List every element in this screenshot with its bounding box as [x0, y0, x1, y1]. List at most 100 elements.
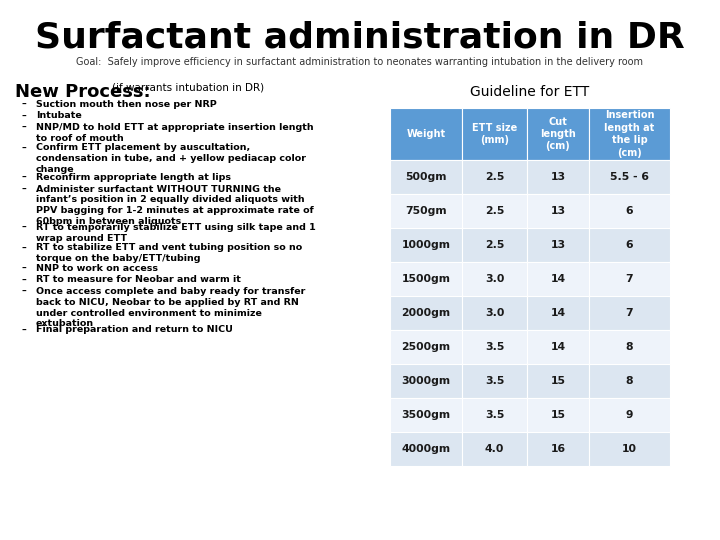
- Text: 9: 9: [626, 410, 634, 420]
- Text: 7: 7: [626, 274, 634, 284]
- Text: 10: 10: [622, 444, 637, 454]
- Text: (if warrants intubation in DR): (if warrants intubation in DR): [112, 83, 264, 93]
- Text: –: –: [22, 144, 27, 152]
- FancyBboxPatch shape: [462, 364, 527, 398]
- FancyBboxPatch shape: [527, 432, 589, 466]
- Text: 2500gm: 2500gm: [402, 342, 451, 352]
- Text: 6: 6: [626, 206, 634, 216]
- Text: 750gm: 750gm: [405, 206, 447, 216]
- FancyBboxPatch shape: [589, 108, 670, 160]
- FancyBboxPatch shape: [589, 160, 670, 194]
- FancyBboxPatch shape: [390, 108, 462, 160]
- Text: Reconfirm appropriate length at lips: Reconfirm appropriate length at lips: [36, 173, 231, 182]
- Text: 3.5: 3.5: [485, 342, 504, 352]
- Text: 14: 14: [550, 308, 566, 318]
- FancyBboxPatch shape: [390, 364, 462, 398]
- Text: 13: 13: [550, 172, 566, 182]
- Text: 4.0: 4.0: [485, 444, 504, 454]
- Text: New Process:: New Process:: [15, 83, 150, 101]
- Text: –: –: [22, 264, 27, 273]
- Text: 13: 13: [550, 206, 566, 216]
- FancyBboxPatch shape: [527, 330, 589, 364]
- Text: –: –: [22, 275, 27, 285]
- Text: 15: 15: [551, 376, 565, 386]
- Text: NNP to work on access: NNP to work on access: [36, 264, 158, 273]
- FancyBboxPatch shape: [589, 194, 670, 228]
- Text: 3.5: 3.5: [485, 376, 504, 386]
- Text: 15: 15: [551, 410, 565, 420]
- FancyBboxPatch shape: [462, 228, 527, 262]
- Text: Insertion
length at
the lip
(cm): Insertion length at the lip (cm): [604, 110, 654, 158]
- FancyBboxPatch shape: [390, 398, 462, 432]
- Text: 8: 8: [626, 376, 634, 386]
- Text: –: –: [22, 287, 27, 296]
- Text: –: –: [22, 100, 27, 109]
- FancyBboxPatch shape: [527, 160, 589, 194]
- FancyBboxPatch shape: [589, 228, 670, 262]
- FancyBboxPatch shape: [390, 330, 462, 364]
- Text: –: –: [22, 123, 27, 132]
- FancyBboxPatch shape: [589, 296, 670, 330]
- Text: –: –: [22, 326, 27, 334]
- Text: Goal:  Safely improve efficiency in surfactant administration to neonates warran: Goal: Safely improve efficiency in surfa…: [76, 57, 644, 67]
- FancyBboxPatch shape: [527, 296, 589, 330]
- Text: 2000gm: 2000gm: [402, 308, 451, 318]
- FancyBboxPatch shape: [527, 398, 589, 432]
- Text: 13: 13: [550, 240, 566, 250]
- FancyBboxPatch shape: [390, 296, 462, 330]
- Text: –: –: [22, 173, 27, 182]
- FancyBboxPatch shape: [462, 296, 527, 330]
- FancyBboxPatch shape: [527, 364, 589, 398]
- FancyBboxPatch shape: [462, 108, 527, 160]
- Text: Suction mouth then nose per NRP: Suction mouth then nose per NRP: [36, 100, 217, 109]
- FancyBboxPatch shape: [462, 398, 527, 432]
- Text: 4000gm: 4000gm: [402, 444, 451, 454]
- FancyBboxPatch shape: [589, 330, 670, 364]
- Text: 2.5: 2.5: [485, 172, 504, 182]
- Text: –: –: [22, 185, 27, 193]
- Text: Cut
length
(cm): Cut length (cm): [540, 117, 576, 151]
- Text: RT to stabilize ETT and vent tubing position so no
torque on the baby/ETT/tubing: RT to stabilize ETT and vent tubing posi…: [36, 244, 302, 263]
- FancyBboxPatch shape: [589, 432, 670, 466]
- FancyBboxPatch shape: [390, 262, 462, 296]
- Text: Intubate: Intubate: [36, 111, 82, 120]
- FancyBboxPatch shape: [527, 108, 589, 160]
- Text: –: –: [22, 223, 27, 232]
- FancyBboxPatch shape: [462, 330, 527, 364]
- FancyBboxPatch shape: [589, 262, 670, 296]
- Text: –: –: [22, 111, 27, 120]
- Text: 14: 14: [550, 342, 566, 352]
- Text: –: –: [22, 244, 27, 253]
- Text: 3000gm: 3000gm: [402, 376, 451, 386]
- Text: 5.5 - 6: 5.5 - 6: [610, 172, 649, 182]
- FancyBboxPatch shape: [390, 432, 462, 466]
- Text: 16: 16: [550, 444, 566, 454]
- Text: Once access complete and baby ready for transfer
back to NICU, Neobar to be appl: Once access complete and baby ready for …: [36, 287, 305, 328]
- Text: Guideline for ETT: Guideline for ETT: [470, 85, 590, 99]
- FancyBboxPatch shape: [527, 228, 589, 262]
- Text: Final preparation and return to NICU: Final preparation and return to NICU: [36, 326, 233, 334]
- Text: 3.0: 3.0: [485, 274, 504, 284]
- Text: ETT size
(mm): ETT size (mm): [472, 123, 517, 145]
- Text: 3.0: 3.0: [485, 308, 504, 318]
- FancyBboxPatch shape: [527, 262, 589, 296]
- FancyBboxPatch shape: [390, 228, 462, 262]
- FancyBboxPatch shape: [462, 194, 527, 228]
- Text: 2.5: 2.5: [485, 240, 504, 250]
- FancyBboxPatch shape: [462, 262, 527, 296]
- FancyBboxPatch shape: [390, 160, 462, 194]
- Text: 500gm: 500gm: [405, 172, 446, 182]
- Text: Surfactant administration in DR: Surfactant administration in DR: [35, 21, 685, 55]
- FancyBboxPatch shape: [462, 432, 527, 466]
- FancyBboxPatch shape: [589, 398, 670, 432]
- Text: Confirm ETT placement by auscultation,
condensation in tube, and + yellow pediac: Confirm ETT placement by auscultation, c…: [36, 144, 306, 174]
- Text: 2.5: 2.5: [485, 206, 504, 216]
- Text: 7: 7: [626, 308, 634, 318]
- Text: RT to temporarily stabilize ETT using silk tape and 1
wrap around ETT: RT to temporarily stabilize ETT using si…: [36, 223, 316, 243]
- Text: RT to measure for Neobar and warm it: RT to measure for Neobar and warm it: [36, 275, 241, 285]
- Text: NNP/MD to hold ETT at appropriate insertion length
to roof of mouth: NNP/MD to hold ETT at appropriate insert…: [36, 123, 314, 143]
- Text: 3500gm: 3500gm: [402, 410, 451, 420]
- FancyBboxPatch shape: [527, 194, 589, 228]
- Text: 14: 14: [550, 274, 566, 284]
- Text: 8: 8: [626, 342, 634, 352]
